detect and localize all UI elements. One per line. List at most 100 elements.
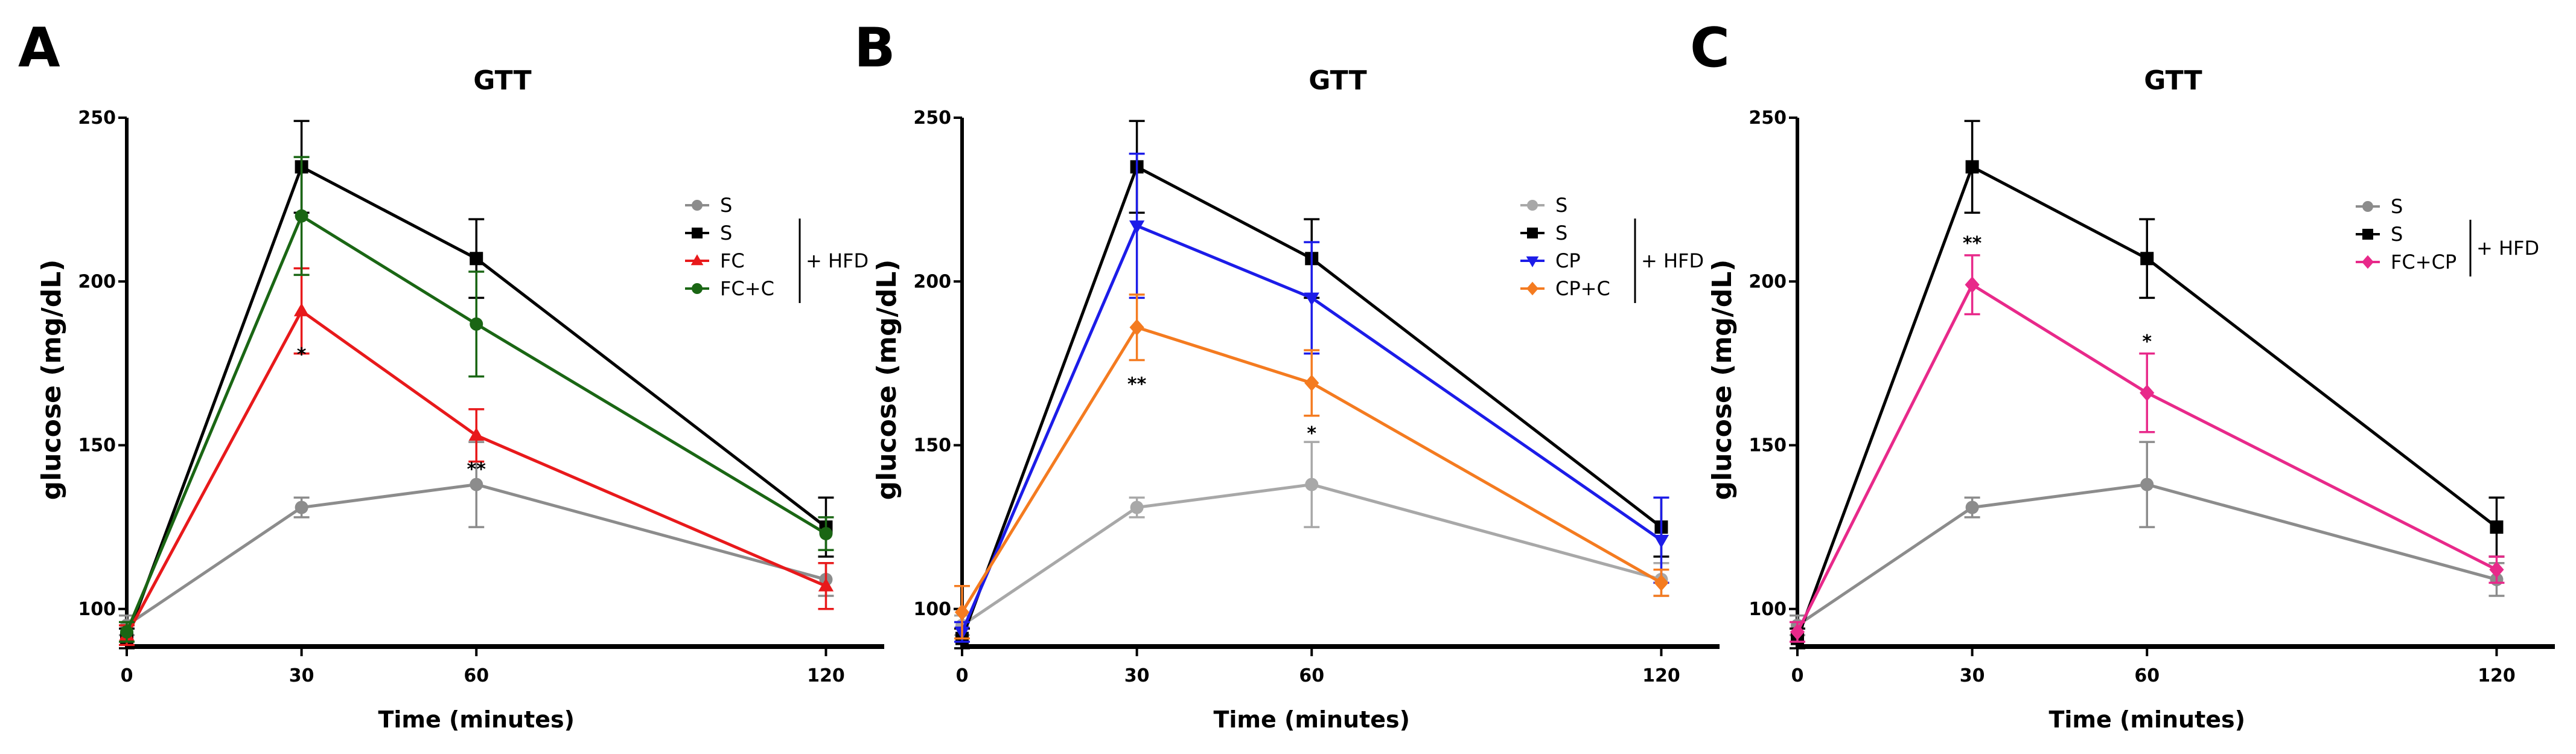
data-point bbox=[1965, 160, 1979, 174]
legend-marker bbox=[690, 254, 704, 266]
y-tick-label: 200 bbox=[78, 271, 116, 292]
series-line bbox=[125, 214, 827, 633]
data-point bbox=[1653, 535, 1669, 549]
data-point bbox=[1965, 500, 1979, 514]
legend-item: S bbox=[685, 194, 732, 217]
data-point bbox=[2140, 384, 2155, 401]
legend-item: S bbox=[685, 222, 732, 244]
significance-mark: * bbox=[1307, 423, 1316, 444]
data-point bbox=[470, 252, 483, 266]
legend-marker bbox=[1527, 228, 1538, 238]
series-line bbox=[960, 223, 1662, 633]
legend: SS FC FC+C + HFD bbox=[685, 194, 869, 303]
data-point bbox=[295, 209, 308, 223]
data-point bbox=[120, 625, 133, 639]
chart-panel-b: B GTT glucose (mg/dL) Time (minutes) 100 150 2… bbox=[854, 16, 1720, 733]
x-axis-label: Time (minutes) bbox=[378, 706, 575, 733]
data-point bbox=[2140, 252, 2154, 266]
x-axis-label: Time (minutes) bbox=[1213, 706, 1410, 733]
legend-marker bbox=[692, 283, 703, 294]
legend-item: FC+C bbox=[685, 277, 774, 300]
legend-label: CP bbox=[1555, 249, 1581, 272]
data-point bbox=[1129, 319, 1144, 336]
y-tick-label: 100 bbox=[1749, 599, 1787, 620]
y-axis-label: glucose (mg/dL) bbox=[36, 260, 67, 500]
x-axis-label: Time (minutes) bbox=[2048, 706, 2245, 733]
data-point bbox=[295, 500, 308, 514]
legend-item: CP+C bbox=[1520, 277, 1610, 300]
legend-marker bbox=[1526, 256, 1539, 267]
series-line bbox=[960, 325, 1662, 613]
y-axis-label: glucose (mg/dL) bbox=[1707, 260, 1738, 500]
y-tick-label: 150 bbox=[1749, 435, 1787, 456]
y-tick-label: 250 bbox=[1749, 107, 1787, 129]
significance-mark: ** bbox=[1127, 374, 1147, 395]
data-point bbox=[1790, 623, 1805, 641]
legend-label: S bbox=[2391, 195, 2403, 218]
x-tick-label: 120 bbox=[1642, 665, 1680, 686]
legend-label: S bbox=[1555, 194, 1567, 217]
data-point bbox=[954, 604, 970, 621]
data-point bbox=[470, 478, 483, 491]
legend-marker bbox=[692, 228, 703, 238]
data-point bbox=[468, 427, 484, 441]
y-tick-label: 200 bbox=[1749, 271, 1787, 292]
data-point bbox=[470, 317, 483, 331]
legend-label: FC+CP bbox=[2391, 251, 2456, 273]
legend-item: S bbox=[1520, 194, 1567, 217]
data-point bbox=[1965, 276, 1980, 293]
legend-label: S bbox=[720, 194, 732, 217]
hfd-label: + HFD bbox=[1641, 249, 1704, 272]
y-tick-label: 250 bbox=[78, 107, 116, 129]
data-point bbox=[293, 302, 310, 316]
x-tick-label: 120 bbox=[807, 665, 845, 686]
x-tick-label: 30 bbox=[1124, 665, 1150, 686]
y-tick-label: 250 bbox=[913, 107, 951, 129]
data-point bbox=[1654, 574, 1669, 592]
significance-mark: ** bbox=[467, 459, 486, 480]
legend-marker bbox=[2362, 201, 2373, 212]
legend-item: CP bbox=[1520, 249, 1581, 272]
series-line bbox=[125, 308, 827, 636]
hfd-label: + HFD bbox=[2476, 237, 2539, 260]
legend-marker bbox=[2362, 229, 2373, 240]
chart-panel-a: A GTT glucose (mg/dL) Time (minutes) 100 150 2… bbox=[18, 16, 884, 733]
hfd-label: + HFD bbox=[806, 249, 869, 272]
y-tick-label: 150 bbox=[78, 435, 116, 456]
legend-item: S bbox=[2356, 223, 2403, 246]
y-tick-label: 100 bbox=[78, 599, 116, 620]
data-point bbox=[2489, 561, 2504, 578]
legend-label: FC bbox=[720, 249, 745, 272]
x-tick-label: 0 bbox=[1791, 665, 1804, 686]
data-point bbox=[1305, 478, 1319, 491]
x-tick-label: 120 bbox=[2478, 665, 2516, 686]
legend-item: S bbox=[1520, 222, 1567, 244]
data-point bbox=[818, 578, 834, 592]
series-line bbox=[960, 164, 1662, 639]
legend-item: FC bbox=[685, 249, 745, 272]
legend-item: S bbox=[2356, 195, 2403, 218]
legend-label: S bbox=[720, 222, 732, 244]
x-tick-label: 30 bbox=[1960, 665, 1985, 686]
y-tick-label: 150 bbox=[913, 435, 951, 456]
panel-letter: A bbox=[18, 16, 60, 80]
y-tick-label: 100 bbox=[913, 599, 951, 620]
series-line bbox=[125, 164, 827, 639]
legend-label: FC+C bbox=[720, 277, 774, 300]
panel-letter: B bbox=[854, 16, 896, 80]
x-tick-label: 0 bbox=[121, 665, 133, 686]
panel-letter: C bbox=[1690, 16, 1730, 80]
data-point bbox=[2490, 520, 2504, 534]
significance-mark: ** bbox=[1963, 233, 1982, 254]
chart-title: GTT bbox=[2144, 65, 2202, 96]
data-point bbox=[1130, 500, 1144, 514]
series-line bbox=[1796, 283, 2498, 633]
series-3 bbox=[119, 156, 834, 643]
data-point bbox=[1129, 220, 1145, 234]
series-3 bbox=[954, 293, 1669, 640]
legend: SS CP CP+C + HFD bbox=[1520, 194, 1704, 303]
series-line bbox=[1796, 483, 2498, 627]
legend-marker bbox=[1527, 200, 1538, 211]
